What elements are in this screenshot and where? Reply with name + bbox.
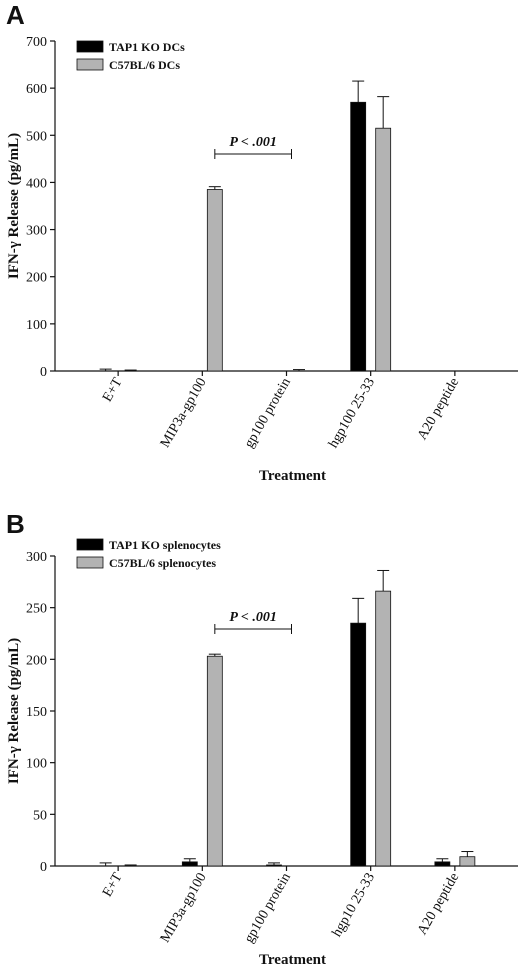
bar [206,189,223,372]
bar [350,622,367,867]
panel-b: B 0 50 100 150 200 250 300 E+T MIP3a-gp100 gp100 … [6,509,518,967]
y-tick-label: 200 [26,653,47,668]
legend-label: TAP1 KO splenocytes [109,538,221,552]
y-tick-label: 100 [26,757,47,772]
y-tick-label: 50 [33,808,47,823]
x-tick-label: A20 peptide [415,376,462,443]
x-tick-label: MIP3a-gp100 [158,871,210,946]
x-tick-label: hgp10 25-33 [330,871,379,940]
x-tick-label: A20 peptide [415,871,462,938]
legend-label: TAP1 KO DCs [109,40,185,54]
bar [350,101,367,372]
x-tick-label: gp100 protein [242,376,294,451]
x-tick-label: MIP3a-gp100 [158,376,210,451]
legend-label: C57BL/6 DCs [109,58,180,72]
bar [375,590,392,867]
x-tick-label: hgp100 25-33 [326,376,378,451]
y-tick-label: 600 [26,82,47,97]
significance-label: P < .001 [229,135,277,150]
y-tick-label: 150 [26,705,47,720]
bar [206,655,223,867]
legend-swatch [76,556,104,569]
y-tick-label: 250 [26,602,47,617]
y-axis-title: IFN-γ Release (pg/mL) [6,638,22,784]
y-tick-label: 0 [40,860,47,875]
x-axis-title: Treatment [259,952,326,967]
y-tick-label: 300 [26,224,47,239]
bar [375,127,392,372]
bar [266,864,282,867]
y-tick-label: 200 [26,271,47,286]
x-axis-title: Treatment [259,468,326,484]
x-tick-label: gp100 protein [242,871,294,946]
panel-b-letter: B [6,509,25,539]
x-tick-label: E+T [100,375,126,405]
bar [434,861,451,867]
legend-swatch [76,58,104,71]
bar [459,856,476,867]
legend-label: C57BL/6 splenocytes [109,556,216,570]
y-tick-label: 300 [26,550,47,565]
panel-a: A 0 100 200 300 400 500 600 700 E+T MIP3a-gp100 gp… [6,0,518,484]
y-tick-label: 0 [40,365,47,380]
legend-swatch [76,538,104,551]
legend-swatch [76,40,104,53]
y-tick-label: 400 [26,176,47,191]
y-axis-title: IFN-γ Release (pg/mL) [6,133,22,279]
panel-a-letter: A [6,0,25,30]
bar [181,861,198,867]
x-tick-label: E+T [100,870,126,900]
y-tick-label: 500 [26,129,47,144]
y-tick-label: 700 [26,35,47,50]
y-tick-label: 100 [26,318,47,333]
significance-label: P < .001 [229,610,277,625]
